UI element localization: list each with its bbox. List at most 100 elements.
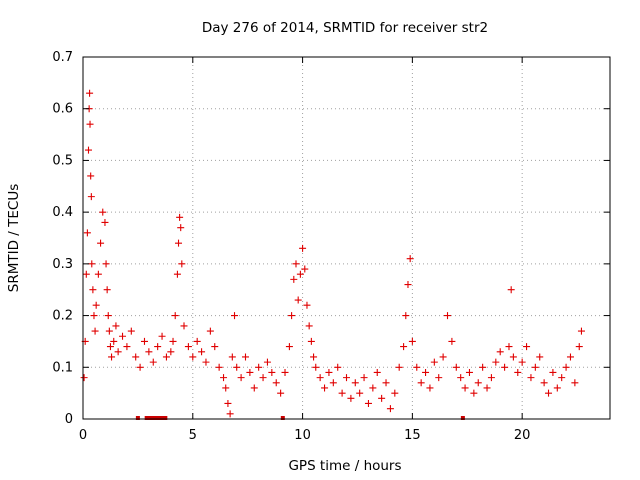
data-point-marker [285, 343, 293, 351]
data-point-marker [162, 353, 170, 361]
data-point-marker [549, 368, 557, 376]
data-point-marker [99, 208, 107, 216]
data-point-marker [452, 363, 460, 371]
data-point-marker [171, 312, 179, 320]
data-point-marker [158, 332, 166, 340]
data-point-marker [545, 389, 553, 397]
data-gap-marker [144, 416, 149, 420]
x-axis-label: GPS time / hours [288, 458, 401, 474]
data-point-marker [303, 301, 311, 309]
y-tick-label: 0.7 [52, 50, 73, 65]
data-point-marker [127, 327, 135, 335]
data-point-marker [575, 343, 583, 351]
data-point-marker [492, 358, 500, 366]
data-point-marker [87, 193, 95, 201]
data-point-marker [184, 343, 192, 351]
x-tick-label: 20 [514, 428, 531, 443]
data-point-marker [474, 379, 482, 387]
data-point-marker [114, 348, 122, 356]
data-point-marker [422, 368, 430, 376]
x-tick-label: 0 [79, 428, 87, 443]
data-point-marker [558, 374, 566, 382]
data-point-marker [92, 301, 100, 309]
data-point-marker [566, 353, 574, 361]
data-points [80, 89, 585, 418]
data-point-marker [149, 358, 157, 366]
data-point-marker [577, 327, 585, 335]
data-point-marker [177, 224, 185, 232]
data-point-marker [104, 312, 112, 320]
data-point-marker [292, 260, 300, 268]
data-point-marker [483, 384, 491, 392]
data-point-marker [373, 368, 381, 376]
data-point-marker [400, 343, 408, 351]
data-gap-marker [157, 416, 162, 420]
data-point-marker [255, 363, 263, 371]
data-point-marker [496, 348, 504, 356]
data-point-marker [356, 389, 364, 397]
data-point-marker [321, 384, 329, 392]
data-point-marker [90, 312, 98, 320]
data-point-marker [527, 374, 535, 382]
data-point-marker [136, 363, 144, 371]
data-point-marker [206, 327, 214, 335]
data-point-marker [290, 275, 298, 283]
data-point-marker [487, 374, 495, 382]
data-point-marker [105, 327, 113, 335]
data-point-marker [347, 394, 355, 402]
data-point-marker [439, 353, 447, 361]
x-tick-label: 10 [294, 428, 311, 443]
data-point-marker [237, 374, 245, 382]
data-point-marker [84, 146, 92, 154]
data-point-marker [360, 374, 368, 382]
data-point-marker [518, 358, 526, 366]
data-point-marker [444, 312, 452, 320]
y-tick-label: 0.1 [52, 360, 73, 375]
data-point-marker [351, 379, 359, 387]
data-point-marker [176, 213, 184, 221]
data-point-marker [294, 296, 302, 304]
data-point-marker [220, 374, 228, 382]
data-point-marker [86, 120, 94, 128]
data-point-marker [241, 353, 249, 361]
data-point-marker [540, 379, 548, 387]
data-point-marker [426, 384, 434, 392]
data-point-marker [382, 379, 390, 387]
data-point-marker [222, 384, 230, 392]
data-point-marker [110, 337, 118, 345]
data-gap-marker [280, 416, 285, 420]
data-point-marker [83, 229, 91, 237]
data-gap-marker [151, 416, 156, 420]
data-point-marker [457, 374, 465, 382]
data-point-marker [88, 260, 96, 268]
data-point-marker [364, 399, 372, 407]
data-point-marker [263, 358, 271, 366]
data-point-marker [91, 327, 99, 335]
data-point-marker [461, 384, 469, 392]
data-point-marker [175, 239, 183, 247]
y-axis-label: SRMTID / TECUs [6, 184, 22, 292]
data-point-marker [246, 368, 254, 376]
data-point-marker [448, 337, 456, 345]
data-point-marker [505, 343, 513, 351]
data-point-marker [470, 389, 478, 397]
data-point-marker [119, 332, 127, 340]
chart-title: Day 276 of 2014, SRMTID for receiver str… [202, 20, 488, 36]
data-gap-marker [161, 416, 166, 420]
data-point-marker [465, 368, 473, 376]
data-point-marker [325, 368, 333, 376]
data-point-marker [281, 368, 289, 376]
plot-frame [82, 56, 611, 420]
data-point-marker [277, 389, 285, 397]
data-point-marker [228, 353, 236, 361]
data-point-marker [215, 363, 223, 371]
data-point-marker [299, 244, 307, 252]
data-point-marker [173, 270, 181, 278]
data-point-marker [268, 368, 276, 376]
data-point-marker [112, 322, 120, 330]
data-point-marker [369, 384, 377, 392]
data-point-marker [198, 348, 206, 356]
data-point-marker [106, 343, 114, 351]
